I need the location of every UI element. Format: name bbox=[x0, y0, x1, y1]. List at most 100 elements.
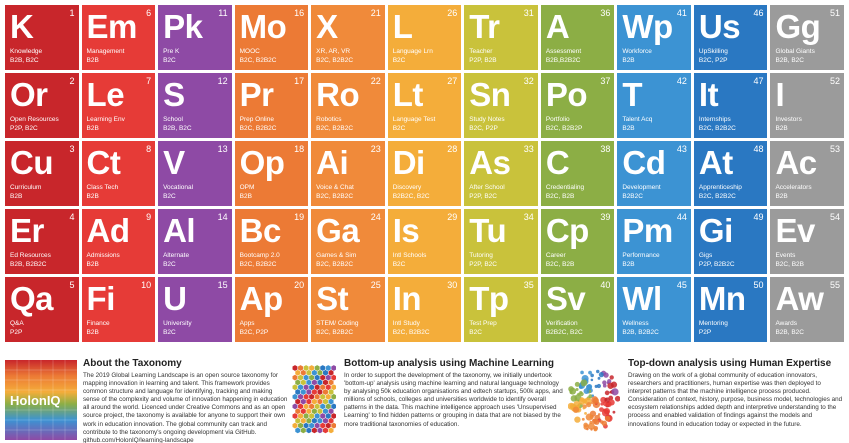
element-cell[interactable]: Sv 40 Verification B2B2C, B2C bbox=[540, 277, 615, 342]
element-cell[interactable]: Lt 27 Language Test B2C bbox=[387, 73, 462, 138]
element-cell[interactable]: Gg 51 Global Giants B2B, B2C bbox=[770, 5, 844, 70]
element-name: Learning Env bbox=[86, 116, 125, 123]
element-cell[interactable]: Aw 55 Awards B2B, B2C bbox=[770, 277, 844, 342]
element-cell[interactable]: I 52 Investors B2B bbox=[770, 73, 844, 138]
element-cell[interactable]: Ro 22 Robotics B2C, B2B2C bbox=[311, 73, 385, 138]
element-segments: B2B bbox=[86, 193, 99, 200]
hexagon-shape bbox=[292, 384, 298, 391]
element-cell[interactable]: Ac 53 Accelerators B2B bbox=[770, 141, 844, 206]
element-cell[interactable]: As 33 After School P2P, B2C bbox=[464, 141, 538, 206]
element-cell[interactable]: U 15 University B2C bbox=[158, 277, 232, 342]
element-cell[interactable]: S 12 School B2B, B2C bbox=[158, 73, 232, 138]
element-cell[interactable]: Pr 17 Prep Online B2C, B2B2C bbox=[234, 73, 309, 138]
element-cell[interactable]: Us 46 UpSkilling B2C, P2P bbox=[693, 5, 768, 70]
element-cell[interactable]: Em 6 Management B2B bbox=[81, 5, 156, 70]
element-name: Class Tech bbox=[86, 184, 119, 191]
element-cell[interactable]: Sn 32 Study Notes B2C, P2P bbox=[464, 73, 538, 138]
dot-shape bbox=[587, 422, 595, 430]
element-cell[interactable]: Mn 50 Mentoring P2P bbox=[693, 277, 768, 342]
dot-shape bbox=[607, 382, 614, 389]
element-cell[interactable]: Op 18 OPM B2B bbox=[234, 141, 309, 206]
element-cell[interactable]: Cp 39 Career B2C, B2B bbox=[540, 209, 615, 274]
element-symbol: Cp bbox=[545, 212, 590, 249]
element-cell[interactable]: K 1 Knowledge B2B, B2C bbox=[5, 5, 79, 70]
element-cell[interactable]: Qa 5 Q&A P2P bbox=[5, 277, 79, 342]
hexagon-shape bbox=[300, 417, 306, 424]
element-cell[interactable]: A 36 Assessment B2B,B2B2C bbox=[540, 5, 615, 70]
element-cell[interactable]: X 21 XR, AR, VR B2C, B2B2C bbox=[311, 5, 385, 70]
dot-shape bbox=[584, 411, 587, 415]
dot-shape bbox=[572, 406, 580, 413]
element-cell[interactable]: Ai 23 Voice & Chat B2C, B2B2C bbox=[311, 141, 385, 206]
about-body: The 2019 Global Learning Landscape is an… bbox=[83, 372, 288, 443]
element-cell[interactable]: Ad 9 Admissions B2B bbox=[81, 209, 156, 274]
element-cell[interactable]: C 38 Credentialing B2C, B2B bbox=[540, 141, 615, 206]
element-cell[interactable]: Tu 34 Tutoring P2P, B2C bbox=[464, 209, 538, 274]
element-segments: B2C bbox=[163, 193, 176, 200]
hexagon-shape bbox=[306, 369, 312, 376]
element-number: 45 bbox=[676, 280, 687, 290]
element-name: OPM bbox=[239, 184, 255, 191]
element-cell[interactable]: Ct 8 Class Tech B2B bbox=[81, 141, 156, 206]
element-segments: B2C, B2B bbox=[775, 261, 804, 268]
hexagon-shape bbox=[300, 389, 306, 395]
dot-shape bbox=[578, 385, 582, 389]
element-cell[interactable]: At 48 Apprenticeship B2C, B2B2C bbox=[693, 141, 768, 206]
element-symbol: Sv bbox=[545, 280, 586, 317]
element-cell[interactable]: V 13 Vocational B2C bbox=[158, 141, 232, 206]
element-cell[interactable]: Mo 16 MOOC B2C, B2B2C bbox=[234, 5, 309, 70]
element-cell[interactable]: Pm 44 Performance B2B bbox=[617, 209, 691, 274]
element-cell[interactable]: Bc 19 Bootcamp 2.0 B2C, B2B2C bbox=[234, 209, 309, 274]
element-cell[interactable]: St 25 STEM/ Coding B2C, B2B2C bbox=[311, 277, 385, 342]
element-cell[interactable]: Er 4 Ed Resources B2B, B2B2C bbox=[5, 209, 79, 274]
element-cell[interactable]: T 42 Talent Acq B2B bbox=[617, 73, 691, 138]
element-number: 44 bbox=[676, 212, 687, 222]
element-cell[interactable]: Wl 45 Wellness B2B, B2B2C bbox=[617, 277, 691, 342]
dot-shape bbox=[602, 380, 607, 385]
element-symbol: Is bbox=[392, 212, 420, 249]
hexagon-shape bbox=[311, 408, 317, 415]
element-cell[interactable]: Tr 31 Teacher P2P, B2B bbox=[464, 5, 538, 70]
element-segments: B2B, B2C bbox=[775, 57, 804, 64]
hexagon-shape bbox=[317, 389, 323, 395]
element-cell[interactable]: Cu 3 Curriculum B2B bbox=[5, 141, 79, 206]
element-cell[interactable]: Pk 11 Pre K B2C bbox=[158, 5, 232, 70]
element-number: 40 bbox=[600, 280, 611, 290]
about-panel: HolonIQ About the Taxonomy The 2019 Glob… bbox=[5, 358, 290, 443]
element-number: 24 bbox=[370, 212, 381, 222]
element-segments: P2P, B2C bbox=[469, 261, 497, 268]
element-cell[interactable]: Di 28 Discovery B2B2C, B2C bbox=[387, 141, 462, 206]
element-symbol: T bbox=[622, 76, 643, 113]
hexagon-shape bbox=[314, 365, 320, 371]
element-cell[interactable]: It 47 Internships B2C, B2B2C bbox=[693, 73, 768, 138]
element-segments: B2C bbox=[392, 261, 406, 268]
element-cell[interactable]: Al 14 Alternate B2C bbox=[158, 209, 232, 274]
element-cell[interactable]: Le 7 Learning Env B2B bbox=[81, 73, 156, 138]
element-cell[interactable]: Tp 35 Test Prep B2C bbox=[464, 277, 538, 342]
element-cell[interactable]: Ev 54 Events B2C, B2B bbox=[770, 209, 844, 274]
element-cell[interactable]: Fi 10 Finance B2B bbox=[81, 277, 156, 342]
dot-shape bbox=[586, 402, 592, 408]
hexagon-shape bbox=[328, 417, 334, 424]
element-number: 28 bbox=[447, 144, 458, 154]
element-cell[interactable]: Wp 41 Workforce B2B bbox=[617, 5, 691, 70]
hexagon-shape bbox=[314, 374, 320, 381]
element-number: 54 bbox=[829, 212, 840, 222]
element-name: Intl Schools bbox=[392, 252, 427, 259]
hexagon-shape bbox=[298, 365, 304, 371]
hexagon-shape bbox=[309, 403, 315, 410]
element-name: Prep Online bbox=[239, 116, 274, 123]
element-name: Awards bbox=[775, 320, 798, 327]
element-cell[interactable]: Gi 49 Gigs P2P, B2B2C bbox=[693, 209, 768, 274]
hexagon-shape bbox=[317, 427, 323, 434]
element-cell[interactable]: Is 29 Intl Schools B2C bbox=[387, 209, 462, 274]
element-cell[interactable]: In 30 Intl Study B2C, B2B2C bbox=[387, 277, 462, 342]
element-cell[interactable]: L 26 Language Lrn B2C bbox=[387, 5, 462, 70]
element-cell[interactable]: Ap 20 Apps B2C, P2P bbox=[234, 277, 309, 342]
element-cell[interactable]: Po 37 Portfolio B2C, B2B2P bbox=[540, 73, 615, 138]
element-name: Verification bbox=[545, 320, 578, 327]
hexagon-shape bbox=[309, 374, 315, 381]
element-cell[interactable]: Cd 43 Development B2B2C bbox=[617, 141, 691, 206]
element-cell[interactable]: Or 2 Open Resources P2P, B2C bbox=[5, 73, 79, 138]
element-cell[interactable]: Ga 24 Games & Sim B2C, B2B2C bbox=[311, 209, 385, 274]
